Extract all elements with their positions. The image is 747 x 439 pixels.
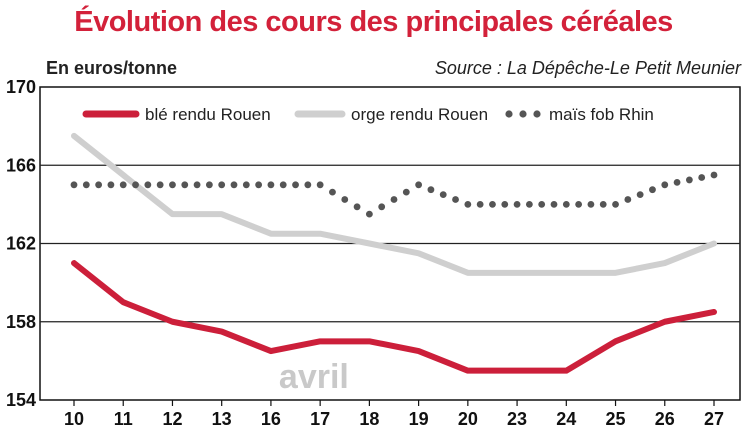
mais-point [156,181,164,189]
mais-point [181,181,189,189]
mais-point [292,181,299,189]
mais-point [218,181,226,189]
x-tick-label: 27 [704,409,724,429]
chart-title: Évolution des cours des principales céré… [74,6,673,38]
grid-lines [39,86,741,401]
mais-point [698,174,706,181]
legend-swatch-mais-dot [519,110,527,118]
x-axis-ticks: 10 11 12 13 16 17 18 19 20 23 24 25 26 27 [64,400,724,429]
mais-point [636,191,644,198]
y-tick-label: 170 [6,77,36,97]
chart-annotation-avril: avril [279,358,349,396]
mais-point [501,200,509,208]
mais-point [304,181,312,189]
x-tick-label: 26 [655,409,675,429]
mais-point [489,200,496,208]
mais-point [193,181,201,189]
mais-point [538,200,546,208]
mais-point [144,181,152,189]
mais-point [476,200,484,208]
mais-point [661,181,669,189]
mais-point [390,196,398,203]
legend-swatch-mais-dot [505,110,513,118]
x-tick-label: 13 [212,409,232,429]
legend: blé rendu Rouen orge rendu Rouen maïs fob … [82,105,654,124]
mais-point [329,188,336,196]
y-axis-ticks: 154 158 162 166 170 [6,77,36,410]
y-axis-unit-label: En euros/tonne [46,58,178,78]
mais-point [452,196,459,203]
mais-point [710,171,718,179]
mais-point [279,181,287,189]
legend-label-orge: orge rendu Rouen [351,105,488,124]
mais-point [525,200,533,208]
x-tick-label: 12 [162,409,182,429]
x-tick-label: 11 [114,409,133,429]
x-tick-label: 17 [310,409,330,429]
legend-label-ble: blé rendu Rouen [145,105,271,124]
mais-point [587,200,595,208]
mais-point [82,181,90,189]
ble-series-line [71,260,717,374]
mais-point [230,181,238,189]
x-tick-label: 19 [409,409,429,429]
x-tick-label: 25 [606,409,626,429]
orge-series-line [71,132,717,276]
mais-point [95,181,103,189]
mais-point [70,181,78,189]
x-tick-label: 20 [458,409,478,429]
mais-point [267,181,275,189]
mais-point [255,181,263,189]
mais-point [402,188,410,196]
mais-point [562,200,570,208]
mais-point [205,181,213,189]
mais-point [612,200,619,208]
mais-point [599,200,607,208]
source-label: Source : La Dépêche-Le Petit Meunier [434,58,741,78]
y-tick-label: 154 [6,390,36,410]
mais-point [685,176,693,184]
mais-point [439,191,447,198]
mais-point [649,186,656,194]
y-tick-label: 162 [6,234,36,254]
x-tick-label: 23 [507,409,527,429]
mais-point [550,200,558,208]
y-tick-label: 166 [6,155,36,175]
mais-point [169,181,176,189]
mais-point [316,181,324,189]
mais-point [513,200,521,208]
mais-point [119,181,127,189]
x-tick-label: 16 [261,409,281,429]
mais-point [427,186,435,194]
mais-point [624,196,632,203]
mais-point [365,210,373,218]
mais-point [107,181,115,189]
x-tick-label: 10 [64,409,84,429]
mais-point [378,203,386,211]
series-lines [70,132,718,374]
y-tick-label: 158 [6,312,36,332]
mais-point [242,181,250,189]
legend-label-mais: maïs fob Rhin [549,105,654,124]
mais-point [575,200,583,208]
mais-point [415,181,423,189]
mais-point [673,178,681,186]
mais-point [464,200,472,208]
mais-point [132,181,139,189]
x-tick-label: 24 [556,409,576,429]
mais-point [341,196,349,203]
mais-point [353,203,361,211]
x-tick-label: 18 [359,409,379,429]
legend-swatch-mais-dot [533,110,541,118]
